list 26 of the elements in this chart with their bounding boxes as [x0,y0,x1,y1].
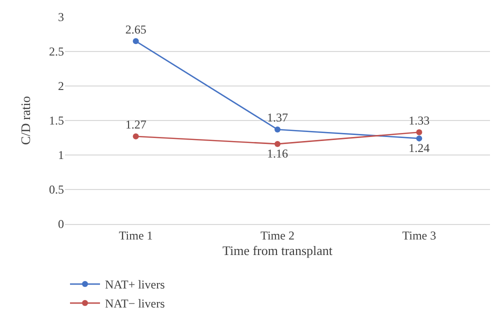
y-tick-label: 2 [58,79,64,94]
data-label: 1.24 [408,141,430,156]
point [274,140,280,147]
data-label: 1.33 [408,113,430,128]
data-label: 1.16 [267,146,288,161]
point [132,38,139,44]
point [132,133,139,140]
y-tick-label: 1 [58,148,64,162]
point [274,126,280,132]
x-tick-label: Time 1 [118,228,153,242]
x-tick-label: Time 2 [260,228,294,242]
point [416,135,422,142]
y-tick-label: 2.5 [49,44,64,59]
y-tick-label: 3 [58,10,64,24]
legend-label: NAT+ livers [105,278,166,292]
y-axis-title: C/D ratio [18,96,33,145]
data-label: 2.65 [125,22,146,36]
x-axis-title: Time from transplant [222,243,333,258]
x-tick-label: Time 3 [402,228,436,242]
point [416,129,422,136]
legend-label: NAT− livers [105,296,166,311]
data-label: 1.27 [125,118,146,132]
y-tick-label: 0.5 [49,182,64,197]
data-label: 1.37 [267,110,288,125]
y-tick-label: 0 [58,217,64,232]
y-tick-label: 1.5 [49,114,64,128]
